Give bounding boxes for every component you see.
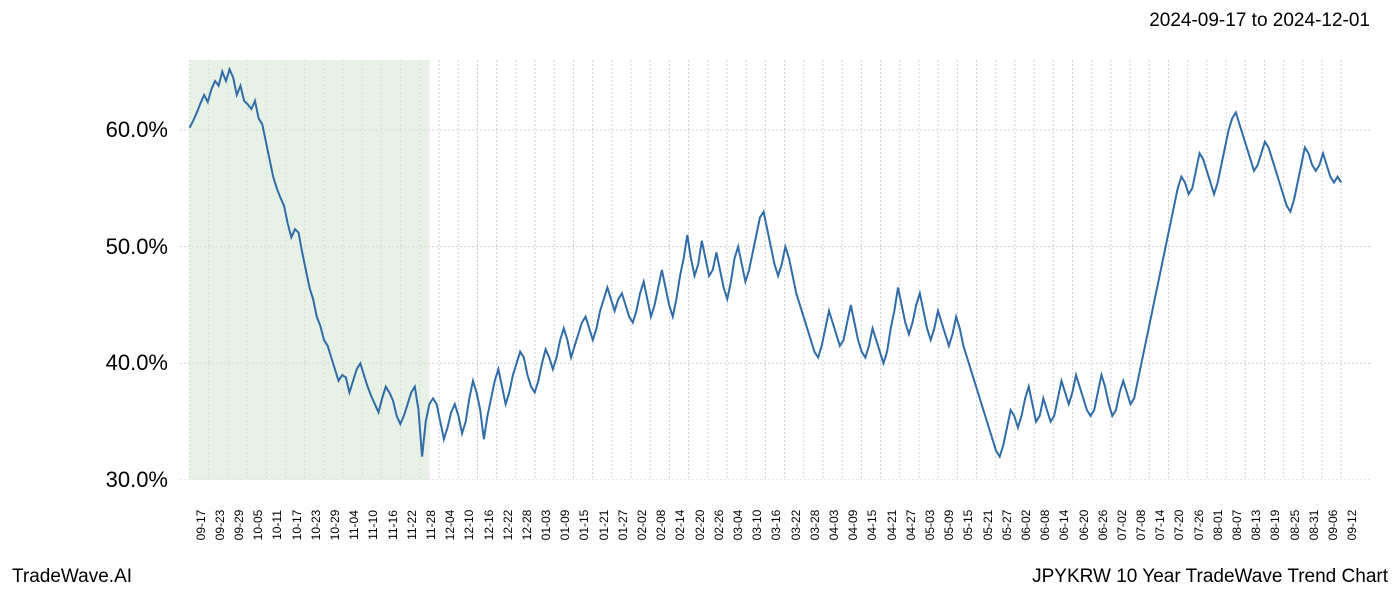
x-tick-label: 11-16 <box>386 510 400 540</box>
x-tick-label: 01-03 <box>539 510 553 541</box>
x-tick-label: 05-09 <box>942 510 956 541</box>
x-tick-label: 03-16 <box>769 510 783 541</box>
x-tick-label: 01-21 <box>597 510 611 541</box>
x-tick-label: 12-04 <box>443 510 457 541</box>
x-tick-label: 04-09 <box>846 510 860 541</box>
x-tick-label: 02-20 <box>693 510 707 541</box>
x-tick-label: 06-26 <box>1096 510 1110 541</box>
x-tick-label: 11-10 <box>366 510 380 540</box>
x-tick-label: 02-26 <box>712 510 726 541</box>
x-tick-label: 04-03 <box>827 510 841 541</box>
x-tick-label: 01-15 <box>577 510 591 541</box>
x-tick-label: 08-25 <box>1288 510 1302 541</box>
x-tick-label: 11-04 <box>347 510 361 540</box>
date-range-label: 2024-09-17 to 2024-12-01 <box>1149 10 1370 32</box>
x-tick-label: 07-14 <box>1153 510 1167 541</box>
x-tick-label: 10-05 <box>251 510 265 541</box>
x-tick-label: 10-17 <box>290 510 304 541</box>
x-tick-label: 02-02 <box>635 510 649 541</box>
x-tick-label: 09-17 <box>194 510 208 541</box>
x-tick-label: 07-02 <box>1115 510 1129 541</box>
x-tick-label: 08-13 <box>1249 510 1263 541</box>
x-tick-label: 03-10 <box>750 510 764 541</box>
x-axis: 09-17 09-23 09-29 10-05 10-11 10-17 10-23 10-29… <box>180 485 1370 565</box>
x-tick-label: 06-14 <box>1057 510 1071 541</box>
x-tick-label: 03-22 <box>789 510 803 541</box>
x-tick-label: 04-27 <box>904 510 918 541</box>
chart-title: JPYKRW 10 Year TradeWave Trend Chart <box>1032 566 1388 588</box>
x-tick-label: 12-16 <box>482 510 496 541</box>
x-tick-label: 01-27 <box>616 510 630 541</box>
x-tick-label: 09-29 <box>232 510 246 541</box>
x-tick-label: 07-26 <box>1192 510 1206 541</box>
x-tick-label: 10-11 <box>270 510 284 540</box>
x-tick-label: 08-31 <box>1307 510 1321 541</box>
y-axis: 30.0%40.0%50.0%60.0% <box>0 60 180 480</box>
x-tick-label: 06-02 <box>1019 510 1033 541</box>
x-tick-label: 09-23 <box>213 510 227 541</box>
x-tick-label: 02-08 <box>654 510 668 541</box>
chart-svg <box>180 60 1370 480</box>
x-tick-label: 05-21 <box>981 510 995 541</box>
x-tick-label: 07-08 <box>1134 510 1148 541</box>
x-tick-label: 09-06 <box>1326 510 1340 541</box>
y-tick-label: 40.0% <box>106 350 168 376</box>
x-tick-label: 12-22 <box>501 510 515 541</box>
x-tick-label: 08-07 <box>1230 510 1244 541</box>
x-tick-label: 08-19 <box>1268 510 1282 541</box>
chart-container <box>180 60 1370 480</box>
y-tick-label: 60.0% <box>106 117 168 143</box>
x-tick-label: 04-15 <box>865 510 879 541</box>
x-tick-label: 07-20 <box>1172 510 1186 541</box>
x-tick-label: 03-04 <box>731 510 745 541</box>
x-tick-label: 06-20 <box>1077 510 1091 541</box>
x-tick-label: 11-22 <box>405 510 419 540</box>
x-tick-label: 05-15 <box>961 510 975 541</box>
brand-label: TradeWave.AI <box>12 566 132 588</box>
x-tick-label: 04-21 <box>885 510 899 541</box>
x-tick-label: 08-01 <box>1211 510 1225 541</box>
x-tick-label: 09-12 <box>1345 510 1359 541</box>
x-tick-label: 10-29 <box>328 510 342 541</box>
x-tick-label: 02-14 <box>673 510 687 541</box>
y-tick-label: 30.0% <box>106 467 168 493</box>
y-tick-label: 50.0% <box>106 234 168 260</box>
x-tick-label: 01-09 <box>558 510 572 541</box>
x-tick-label: 03-28 <box>808 510 822 541</box>
x-tick-label: 05-27 <box>1000 510 1014 541</box>
x-tick-label: 11-28 <box>424 510 438 540</box>
x-tick-label: 12-28 <box>520 510 534 541</box>
x-tick-label: 05-03 <box>923 510 937 541</box>
x-tick-label: 10-23 <box>309 510 323 541</box>
x-tick-label: 12-10 <box>462 510 476 541</box>
x-tick-label: 06-08 <box>1038 510 1052 541</box>
